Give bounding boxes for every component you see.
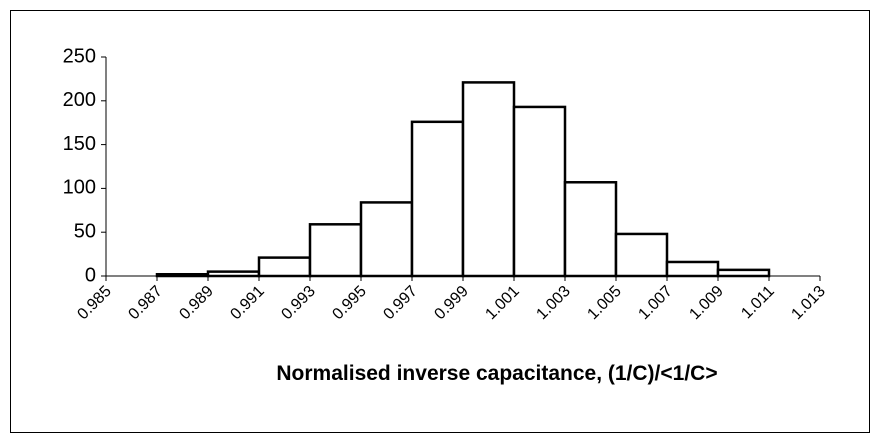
y-tick-label: 50 xyxy=(74,220,96,242)
bar xyxy=(359,201,414,278)
y-tick-label: 0 xyxy=(85,264,96,286)
y-tick-label: 100 xyxy=(63,177,96,199)
bar xyxy=(410,120,465,278)
bar xyxy=(665,260,720,278)
bar xyxy=(716,268,771,278)
bar xyxy=(206,270,261,278)
bar xyxy=(512,105,567,278)
y-tick-label: 200 xyxy=(63,89,96,111)
x-axis-title: Normalised inverse capacitance, (1/C)/<1… xyxy=(276,362,717,385)
bar xyxy=(461,81,516,278)
bar xyxy=(257,256,312,278)
bar xyxy=(308,223,363,278)
bar xyxy=(614,232,669,278)
bar xyxy=(563,181,618,278)
y-tick-label: 150 xyxy=(63,133,96,155)
y-tick-label: 250 xyxy=(63,45,96,67)
